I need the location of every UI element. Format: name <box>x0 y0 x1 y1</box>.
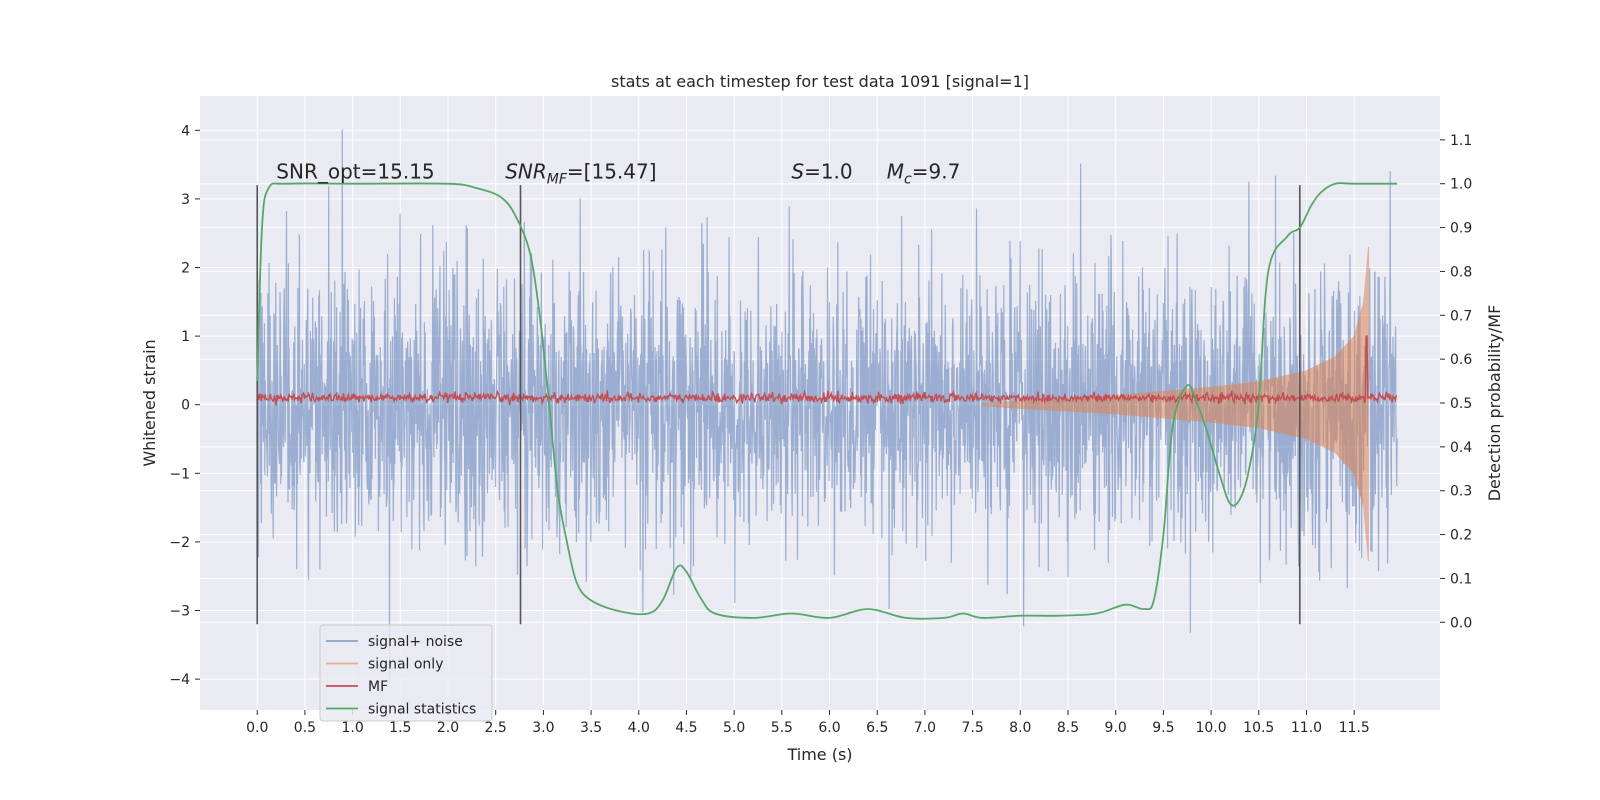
x-tick-label: 1.0 <box>341 720 363 736</box>
legend-label: signal statistics <box>368 702 476 718</box>
y-right-tick-label: 1.0 <box>1450 177 1472 193</box>
legend-box <box>319 624 493 722</box>
legend-label: MF <box>368 679 388 695</box>
y-right-tick-label: 0.0 <box>1450 615 1472 631</box>
y-tick-label: 2 <box>181 261 190 277</box>
legend: signal+ noise signal only MF signal statist… <box>319 624 493 722</box>
y-right-axis-label: Detection probability/MF <box>1485 305 1504 502</box>
legend-label: signal+ noise <box>368 634 463 650</box>
x-tick-label: 3.5 <box>580 720 602 736</box>
y-right-tick-label: 0.4 <box>1450 440 1472 456</box>
y-right-tick-label: 0.2 <box>1450 528 1472 544</box>
y-axis-label: Whitened strain <box>140 339 159 466</box>
x-tick-label: 8.5 <box>1057 720 1079 736</box>
y-tick-label: 4 <box>181 123 190 139</box>
x-tick-label: 10.0 <box>1195 720 1226 736</box>
x-tick-label: 4.5 <box>675 720 697 736</box>
y-tick-label: −4 <box>169 672 190 688</box>
y-axis-ticks: −4 −3 −2 −1 0 1 2 3 4 <box>169 123 200 688</box>
y-right-tick-label: 0.1 <box>1450 571 1472 587</box>
legend-label: signal only <box>368 657 443 673</box>
y-tick-label: −1 <box>169 466 190 482</box>
y-right-tick-label: 1.1 <box>1450 133 1472 149</box>
x-tick-label: 9.0 <box>1105 720 1127 736</box>
x-tick-label: 6.5 <box>866 720 888 736</box>
y-right-tick-label: 0.3 <box>1450 484 1472 500</box>
series-mf <box>256 335 1398 406</box>
x-tick-label: 3.0 <box>532 720 554 736</box>
y-right-tick-label: 0.9 <box>1450 221 1472 237</box>
x-tick-label: 5.5 <box>771 720 793 736</box>
x-tick-label: 6.0 <box>818 720 840 736</box>
vertical-lines <box>256 185 1301 625</box>
x-axis-label: Time (s) <box>786 745 852 764</box>
x-tick-label: 11.0 <box>1291 720 1322 736</box>
x-axis-ticks: 0.0 0.5 1.0 1.5 2.0 2.5 3.0 3.5 4.0 4.5 5.0 5.5 6.0 6… <box>246 710 1370 736</box>
annotations: SNR_opt=15.15 SNRMF=[15.47] S=1.0 Mc=9.7 <box>276 159 960 187</box>
y-right-tick-label: 0.7 <box>1450 308 1472 324</box>
x-tick-label: 0.0 <box>246 720 268 736</box>
signal-statistics-line <box>256 182 1398 620</box>
y-tick-label: −3 <box>169 604 190 620</box>
chart-title: stats at each timestep for test data 109… <box>611 72 1029 91</box>
y-tick-label: 1 <box>181 329 190 345</box>
x-tick-label: 7.0 <box>914 720 936 736</box>
x-tick-label: 2.5 <box>485 720 507 736</box>
series-signal-only <box>981 246 1370 561</box>
signal-only-line <box>981 246 1370 561</box>
x-tick-label: 10.5 <box>1243 720 1274 736</box>
annotation-text: S=1.0 <box>791 159 852 183</box>
y-right-axis-ticks: 0.0 0.1 0.2 0.3 0.4 0.5 0.6 0.7 0.8 0.9 1.0 1.1 <box>1440 133 1472 631</box>
x-tick-label: 11.5 <box>1339 720 1370 736</box>
x-tick-label: 5.0 <box>723 720 745 736</box>
x-tick-label: 4.0 <box>628 720 650 736</box>
annotation-text: SNRMF=[15.47] <box>505 159 656 187</box>
y-right-tick-label: 0.5 <box>1450 396 1472 412</box>
y-tick-label: 3 <box>181 192 190 208</box>
y-right-tick-label: 0.6 <box>1450 352 1472 368</box>
x-tick-label: 7.5 <box>961 720 983 736</box>
x-tick-label: 2.0 <box>437 720 459 736</box>
series-signal-statistics <box>256 182 1398 620</box>
annotation-text: Mc=9.7 <box>887 159 961 187</box>
y-tick-label: −2 <box>169 535 190 551</box>
x-tick-label: 9.5 <box>1152 720 1174 736</box>
y-tick-label: 0 <box>181 398 190 414</box>
x-tick-label: 0.5 <box>294 720 316 736</box>
x-tick-label: 1.5 <box>389 720 411 736</box>
annotation-text: SNR_opt=15.15 <box>276 159 434 183</box>
mf-line <box>256 335 1398 406</box>
y-right-tick-label: 0.8 <box>1450 264 1472 280</box>
x-tick-label: 8.0 <box>1009 720 1031 736</box>
